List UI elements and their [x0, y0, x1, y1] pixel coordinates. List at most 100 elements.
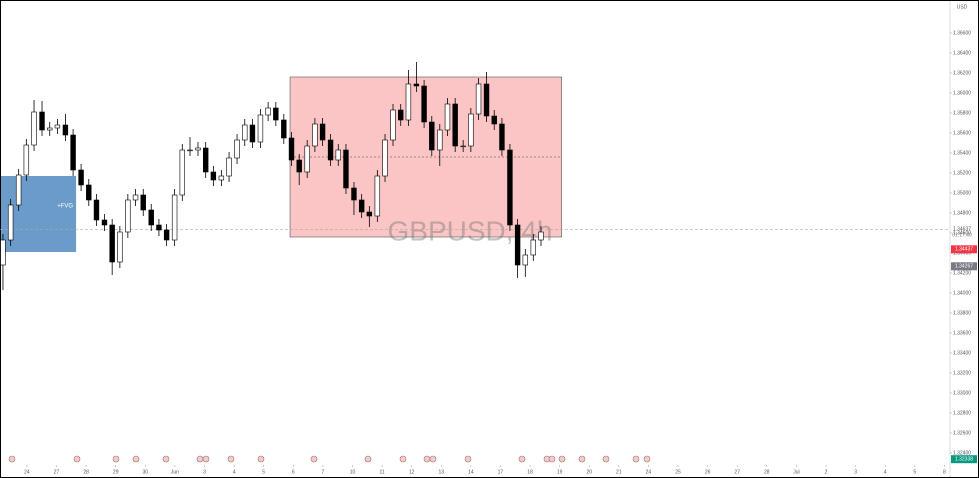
candle-body [452, 103, 458, 147]
price-line-label: 1.34637 [953, 227, 971, 233]
candle-body [507, 149, 513, 226]
y-tick-label: 1.35000 [953, 190, 971, 196]
event-flag [518, 455, 526, 463]
event-flag [257, 455, 265, 463]
y-tick-label: 1.34600 [953, 230, 971, 236]
candle-body [226, 157, 232, 177]
event-flag [632, 455, 640, 463]
candle-body [468, 113, 474, 147]
currency-label: USD [957, 4, 968, 10]
x-tick-label: 4 [233, 469, 236, 475]
x-tick-label: 2 [825, 469, 828, 475]
event-flag [132, 455, 140, 463]
candle-body [398, 109, 404, 121]
candle-body [117, 231, 123, 263]
candle-body [382, 139, 388, 177]
candle-body [242, 124, 248, 141]
x-tick-label: 27 [734, 469, 740, 475]
x-tick-label: 14 [468, 469, 474, 475]
y-tick-label: 1.36000 [953, 90, 971, 96]
x-tick-label: 17 [498, 469, 504, 475]
x-tick-label: 5 [262, 469, 265, 475]
candle-body [93, 199, 100, 221]
price-marker [951, 455, 977, 464]
x-tick-label: 13 [438, 469, 444, 475]
zone-label: +FVG [57, 204, 73, 210]
candle-body [70, 134, 76, 171]
x-tick-label: Jul [793, 469, 799, 475]
event-flag [464, 455, 472, 463]
candle-body [31, 111, 37, 146]
x-tick-label: 10 [350, 469, 356, 475]
candle-body [265, 107, 271, 116]
candle-body [210, 171, 217, 181]
candle-body [23, 144, 30, 176]
candle-body [319, 123, 326, 141]
event-flag [399, 455, 407, 463]
x-tick-label: 28 [764, 469, 770, 475]
candle-body [101, 219, 108, 226]
y-tick-label: 1.34400 [953, 250, 971, 256]
candle-body [327, 139, 334, 161]
candle-body [281, 119, 287, 139]
x-tick-label: 4 [884, 469, 887, 475]
event-flag [423, 455, 431, 463]
candle-body [343, 149, 349, 189]
candle-body [351, 187, 357, 201]
x-tick-label: 26 [705, 469, 711, 475]
candle-body [187, 149, 193, 152]
y-tick-label: 1.33600 [953, 330, 971, 336]
y-tick-label: 1.36600 [953, 30, 971, 36]
candle-body [0, 239, 6, 266]
candle-body [514, 224, 521, 266]
candle-body [218, 175, 225, 181]
candle-body [499, 123, 505, 151]
candle-body [257, 114, 264, 143]
event-flag [429, 455, 437, 463]
candle-body [366, 211, 373, 217]
candle-body [249, 124, 256, 143]
candle-body [15, 174, 22, 206]
y-tick-label: 1.32800 [953, 410, 971, 416]
candle-body [86, 184, 92, 201]
candle-body [538, 231, 544, 241]
x-tick-label: 12 [409, 469, 415, 475]
candle-body [125, 199, 131, 233]
candle-body [421, 85, 427, 123]
x-tick-label: 27 [54, 469, 60, 475]
event-flag [227, 455, 235, 463]
candle-body [304, 145, 310, 173]
candle-body [132, 194, 139, 201]
price-marker-label: 1.34267 [955, 264, 973, 270]
candle-body [47, 127, 53, 131]
x-tick-label: 8 [943, 469, 946, 475]
y-tick-label: 1.33400 [953, 350, 971, 356]
candle-body [390, 109, 396, 141]
y-tick-label: 1.34200 [953, 270, 971, 276]
countdown: 01:17:40 [952, 233, 972, 239]
x-tick-label: 30 [143, 469, 149, 475]
event-flag [73, 455, 81, 463]
event-flag [578, 455, 586, 463]
y-tick-label: 1.34000 [953, 290, 971, 296]
x-tick-label: 3 [854, 469, 857, 475]
watermark: GBPUSD, 4h [388, 215, 553, 246]
price-marker-label: 1.34437 [955, 247, 973, 253]
candle-body [62, 124, 69, 136]
x-tick-label: 29 [113, 469, 119, 475]
candle-body [429, 121, 435, 151]
event-flag [364, 455, 372, 463]
event-flag [602, 455, 610, 463]
candle-body [358, 199, 365, 213]
event-flag [558, 455, 566, 463]
candle-body [171, 194, 178, 241]
y-tick-label: 1.33800 [953, 310, 971, 316]
x-tick-label: 18 [527, 469, 533, 475]
event-flag [112, 455, 120, 463]
candle-body [405, 83, 412, 121]
y-tick-label: 1.33000 [953, 390, 971, 396]
price-marker-label: 1.32338 [955, 457, 973, 463]
x-tick-label: 7 [321, 469, 324, 475]
candle-body [109, 224, 115, 263]
x-tick-label: 3 [203, 469, 206, 475]
